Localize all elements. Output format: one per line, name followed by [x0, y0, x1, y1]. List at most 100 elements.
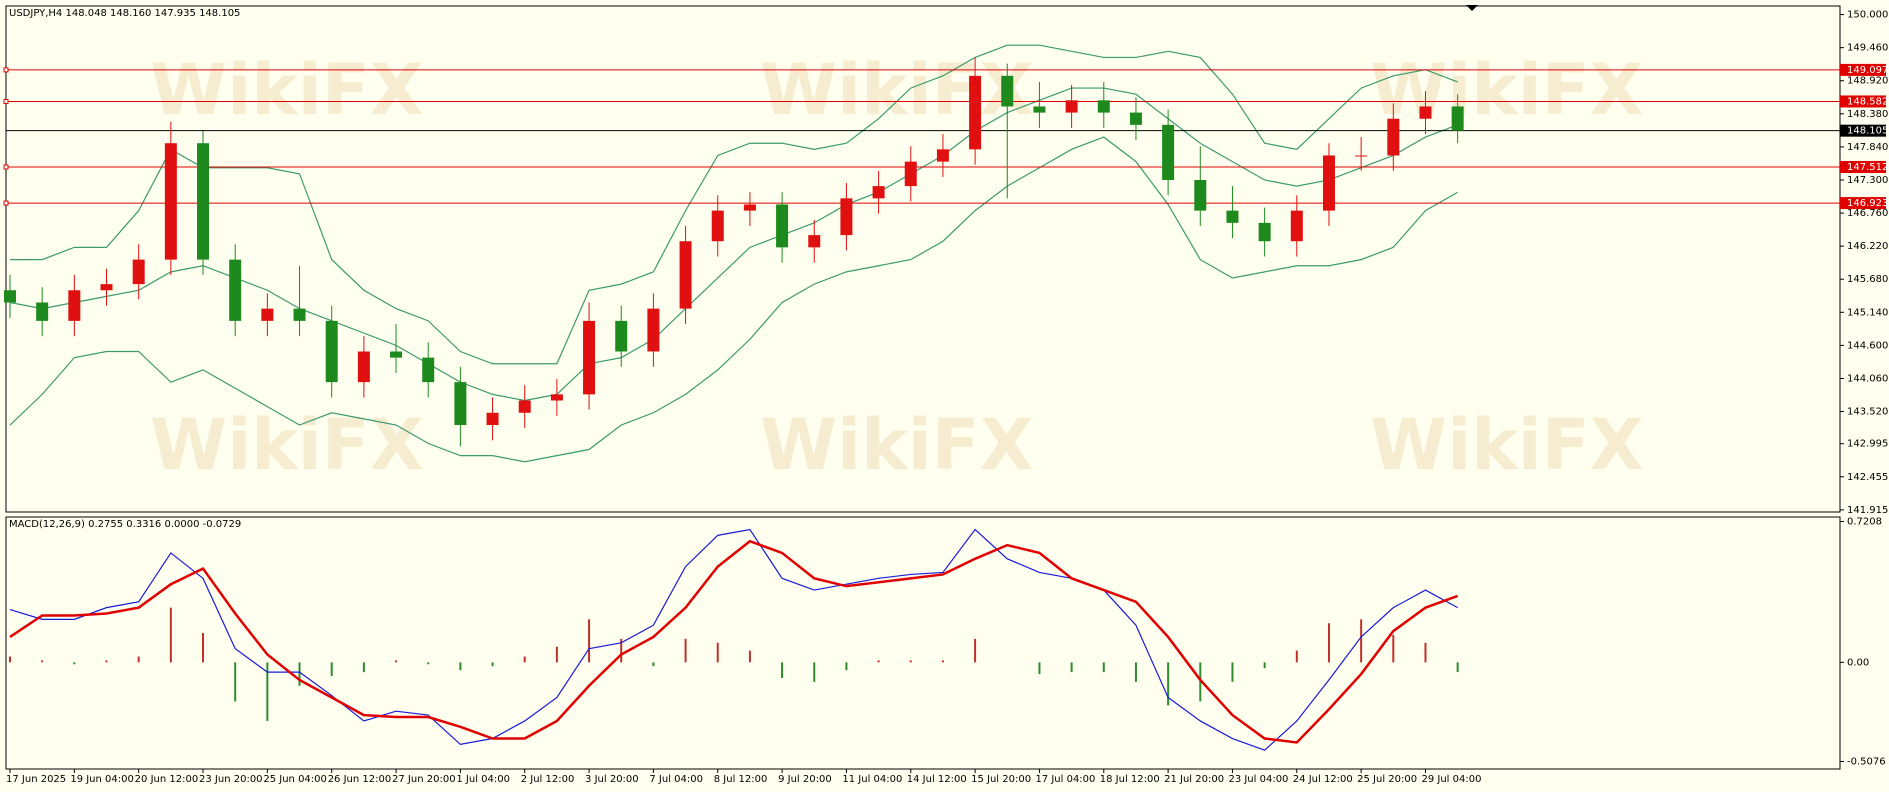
y-tick-label: 142.455: [1847, 472, 1888, 483]
y-tick-label: 0.00: [1847, 657, 1869, 668]
watermark: WikiFX: [760, 404, 1034, 486]
y-tick-label: 146.760: [1847, 208, 1888, 219]
watermark: WikiFX: [1370, 404, 1644, 486]
y-tick-label: 148.920: [1847, 76, 1888, 87]
x-tick-label: 14 Jul 12:00: [907, 774, 967, 785]
x-tick-label: 15 Jul 20:00: [971, 774, 1031, 785]
candle-body: [1355, 155, 1368, 157]
indicator-line: [9, 87, 1458, 402]
x-tick-label: 1 Jul 04:00: [456, 774, 510, 785]
candle-body: [808, 235, 821, 248]
x-tick-label: 29 Jul 04:00: [1421, 774, 1481, 785]
candle-body: [743, 204, 756, 211]
candle-body: [1194, 179, 1207, 211]
macd-header: MACD(12,26,9) 0.2755 0.3316 0.0000 -0.07…: [9, 519, 241, 530]
y-tick-label: 145.680: [1847, 274, 1888, 285]
candle-body: [229, 259, 242, 321]
price-panel: [5, 5, 1841, 513]
candle-body: [1419, 106, 1432, 119]
x-tick-label: 11 Jul 04:00: [842, 774, 902, 785]
candle-body: [872, 186, 885, 199]
level-label: 149.097: [1847, 65, 1888, 76]
candle-body: [776, 204, 789, 248]
candle-body: [164, 143, 177, 260]
y-tick-label: 150.000: [1847, 10, 1888, 21]
x-tick-label: 7 Jul 04:00: [649, 774, 703, 785]
level-handle: [3, 200, 9, 206]
y-tick-label: 146.220: [1847, 241, 1888, 252]
candle-body: [325, 320, 338, 383]
y-tick-label: 143.520: [1847, 407, 1888, 418]
y-tick-label: 147.840: [1847, 142, 1888, 153]
x-tick-label: 3 Jul 20:00: [585, 774, 639, 785]
candle-body: [969, 75, 982, 150]
y-tick-label: 144.600: [1847, 340, 1888, 351]
price-header: USDJPY,H4 148.048 148.160 147.935 148.10…: [9, 8, 240, 19]
current-price-label: 148.105: [1847, 126, 1888, 137]
watermark: WikiFX: [150, 49, 424, 131]
watermark: WikiFX: [1370, 49, 1644, 131]
y-tick-label: 149.460: [1847, 43, 1888, 54]
indicator-line: [9, 528, 1458, 751]
candle-body: [422, 357, 435, 383]
candle-body: [132, 259, 145, 285]
y-tick-label: 141.915: [1847, 505, 1888, 516]
candle-body: [1387, 118, 1400, 156]
y-tick-label: 142.995: [1847, 439, 1888, 450]
level-label-box: [1840, 197, 1886, 210]
candle-body: [1065, 100, 1078, 113]
x-tick-label: 27 Jun 20:00: [392, 774, 456, 785]
candle-body: [583, 320, 596, 395]
indicator-line: [9, 136, 1458, 463]
candle-body: [4, 290, 16, 303]
level-handle: [3, 67, 9, 73]
x-tick-label: 20 Jun 12:00: [135, 774, 199, 785]
y-tick-label: -0.5076: [1847, 756, 1886, 767]
x-tick-label: 9 Jul 20:00: [778, 774, 832, 785]
watermark: WikiFX: [150, 404, 424, 486]
y-tick-label: 145.140: [1847, 307, 1888, 318]
x-tick-label: 23 Jun 20:00: [199, 774, 263, 785]
level-handle: [3, 164, 9, 170]
x-tick-label: 19 Jun 04:00: [70, 774, 134, 785]
candle-body: [840, 198, 853, 236]
candle-body: [1226, 210, 1239, 223]
candle-body: [293, 308, 306, 321]
candle-body: [711, 210, 724, 242]
x-tick-label: 25 Jun 04:00: [263, 774, 327, 785]
y-tick-label: 0.7208: [1847, 517, 1882, 528]
candle-body: [1162, 124, 1175, 180]
watermark: WikiFX: [760, 49, 1034, 131]
candle-body: [904, 161, 917, 187]
x-tick-label: 23 Jul 04:00: [1228, 774, 1288, 785]
x-tick-label: 26 Jun 12:00: [328, 774, 392, 785]
x-tick-label: 8 Jul 12:00: [714, 774, 768, 785]
macd-panel: [5, 516, 1841, 770]
y-tick-label: 144.060: [1847, 373, 1888, 384]
candle-body: [936, 149, 949, 162]
level-label-box: [1840, 160, 1886, 173]
candle-body: [486, 412, 499, 426]
candle-body: [454, 382, 467, 426]
candle-body: [1290, 210, 1303, 242]
candle-body: [615, 320, 628, 352]
y-tick-label: 148.380: [1847, 109, 1888, 120]
candle-body: [1097, 100, 1110, 113]
x-tick-label: 17 Jul 04:00: [1035, 774, 1095, 785]
candle-body: [1451, 106, 1464, 131]
x-tick-label: 2 Jul 12:00: [521, 774, 575, 785]
candle-body: [100, 284, 113, 291]
candle-body: [1129, 112, 1142, 125]
level-label: 146.923: [1847, 198, 1888, 209]
candle-body: [68, 290, 81, 321]
x-tick-label: 18 Jul 12:00: [1100, 774, 1160, 785]
candle-body: [390, 351, 403, 358]
candle-body: [1001, 75, 1014, 107]
candle-body: [550, 394, 563, 401]
x-tick-label: 24 Jul 12:00: [1293, 774, 1353, 785]
x-tick-label: 21 Jul 20:00: [1164, 774, 1224, 785]
level-label: 148.582: [1847, 96, 1888, 107]
candle-body: [261, 308, 274, 321]
